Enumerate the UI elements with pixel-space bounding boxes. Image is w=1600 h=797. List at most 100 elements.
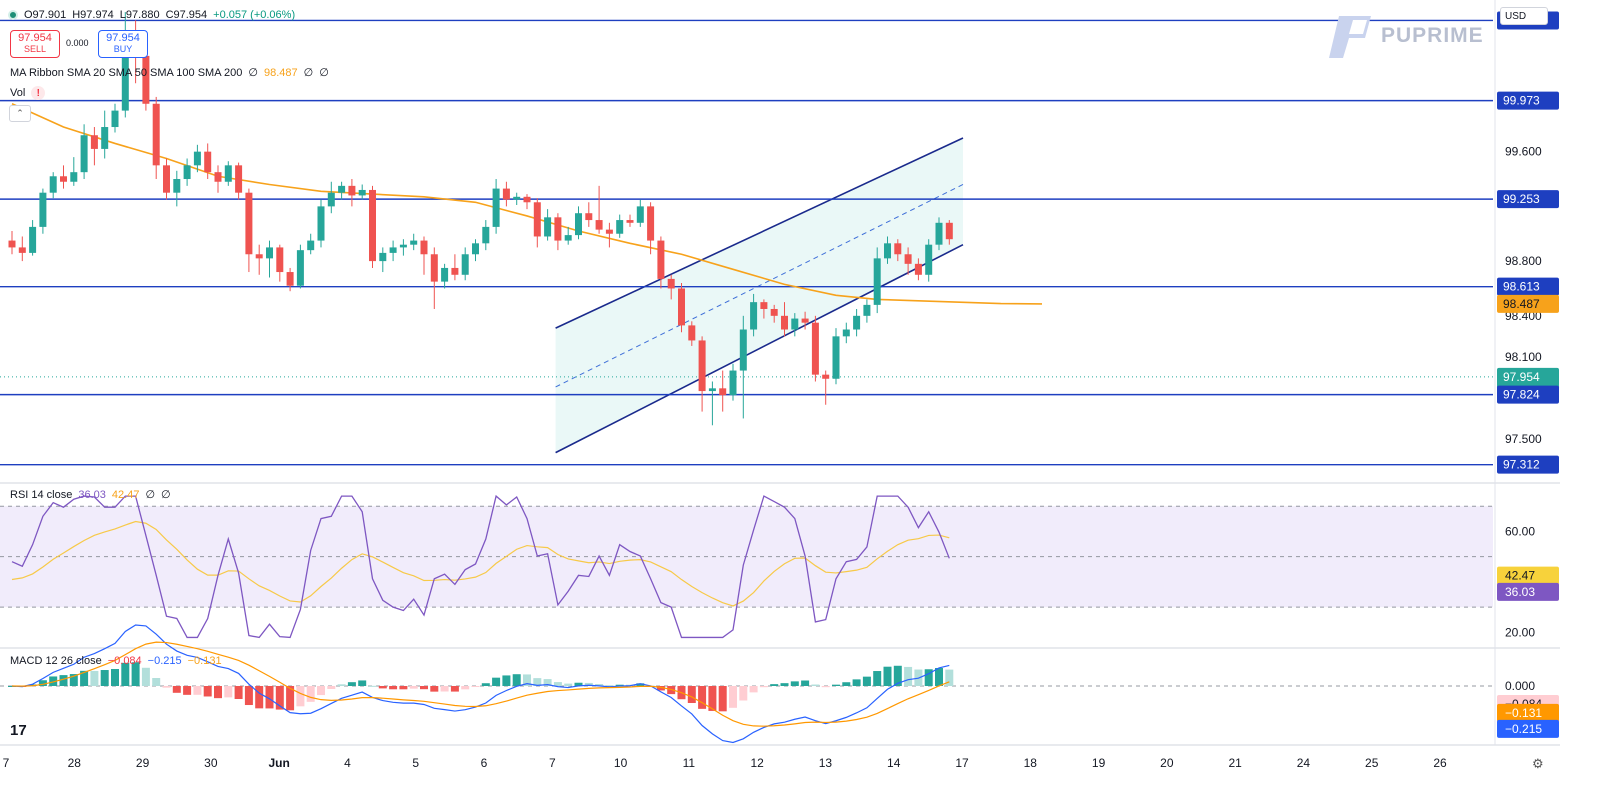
candle-body [482,226,490,244]
candle-body [502,188,510,200]
ohlc-low: L97.880 [119,9,160,21]
macd-histogram-bar [873,671,882,686]
macd-histogram-bar [59,675,68,686]
macd-histogram-bar [296,686,305,707]
macd-histogram-bar [656,686,665,691]
macd-histogram-bar [399,686,408,690]
candle-body [832,336,840,379]
time-axis-label: 25 [1365,756,1379,770]
macd-histogram-bar [347,682,356,686]
macd-histogram-bar [430,686,439,692]
warning-icon[interactable]: ! [31,86,46,100]
macd-histogram-bar [203,686,212,697]
vol-legend-label: Vol [10,87,26,99]
rsi-value-label: 36.03 [1505,585,1535,599]
price-tick-label: 97.500 [1505,432,1542,446]
macd-histogram-bar [615,684,624,686]
sell-label: SELL [23,44,47,54]
macd-label-bg [1497,719,1559,738]
macd-histogram-bar [749,686,758,693]
candle-body [719,388,727,396]
ma-legend[interactable]: MA Ribbon SMA 20 SMA 50 SMA 100 SMA 200 … [10,66,329,80]
candle-body [822,374,830,379]
candle-body [369,189,376,262]
time-axis-label: 30 [204,756,218,770]
candle-body [513,196,521,200]
rsi-label-bg [1497,582,1559,601]
candle-body [39,192,47,227]
candle-body [544,217,552,237]
macd-histogram-bar [574,682,583,686]
settings-gear-icon[interactable]: ⚙ [1532,756,1544,771]
buy-button[interactable]: 97.954 BUY [98,30,148,58]
candle-body [276,247,284,273]
macd-histogram-bar [832,684,840,686]
candle-body [760,302,768,309]
collapse-legend-button[interactable]: ⌃ [9,105,31,122]
macd-histogram-bar [214,686,222,699]
candle-body [338,185,346,193]
macd-histogram-bar [904,666,913,686]
rsi-legend[interactable]: RSI 14 close 36.03 42.47 ∅ ∅ [10,488,171,502]
candle-body [781,315,788,330]
ma-legend-v4: ∅ [319,67,329,79]
candle-body [678,288,685,326]
time-axis-label: 13 [819,756,833,770]
macd-histogram-bar [667,686,676,695]
candle-body [894,243,902,255]
candle-body [904,254,912,264]
currency-selector[interactable]: USD [1500,7,1548,25]
time-axis-label: 24 [1297,756,1311,770]
macd-line [11,624,950,744]
candle-body [853,315,861,330]
buy-price: 97.954 [106,32,140,44]
candle-body [111,110,119,128]
candle-body [358,189,366,196]
candle-body [739,329,747,371]
vol-legend[interactable]: Vol ! [10,86,46,100]
candle-body [430,254,438,282]
macd-histogram-bar [244,686,253,706]
candle-body [688,325,696,341]
price-label-bg [1497,277,1559,296]
macd-histogram-bar [358,680,367,686]
price-label: 97.824 [1503,388,1540,402]
macd-histogram-bar [564,683,573,686]
tradingview-logo[interactable]: 17 [10,722,27,739]
candle-body [616,220,624,234]
candle-body [204,151,212,173]
time-axis-label: 26 [1433,756,1447,770]
macd-histogram-bar [481,683,490,686]
macd-histogram-bar [718,686,727,712]
candle-body [235,165,243,193]
price-tick-label: 98.100 [1505,350,1542,364]
candle-body [575,213,582,236]
rsi-legend-v2: 42.47 [111,488,140,501]
channel-lower-line [555,243,964,454]
macd-tick-label: 0.000 [1505,679,1535,693]
macd-value-label: −0.131 [1505,706,1542,720]
macd-histogram-bar [605,685,614,687]
price-label: 97.312 [1503,458,1540,472]
price-label-bg [1497,190,1559,209]
macd-legend[interactable]: MACD 12 26 close −0.084 −0.215 −0.131 [10,655,222,667]
candle-body [163,165,170,193]
macd-histogram-bar [708,686,717,711]
macd-histogram-bar [38,680,47,686]
candle-body [935,222,943,245]
ohlc-bar: O97.901 H97.974 L97.880 C97.954 +0.057 (… [8,6,295,24]
price-tick-label: 98.800 [1505,254,1542,268]
candle-body [101,127,109,149]
candle-body [327,192,335,207]
rsi-legend-v3: ∅ [145,489,156,501]
macd-legend-v2: −0.215 [147,655,182,667]
sell-button[interactable]: 97.954 SELL [10,30,60,58]
macd-histogram-bar [265,686,274,709]
time-axis-label: 4 [344,756,351,770]
candle-body [296,250,304,286]
macd-histogram-bar [862,676,871,686]
candle-body [307,240,315,251]
candle-body [348,185,356,196]
